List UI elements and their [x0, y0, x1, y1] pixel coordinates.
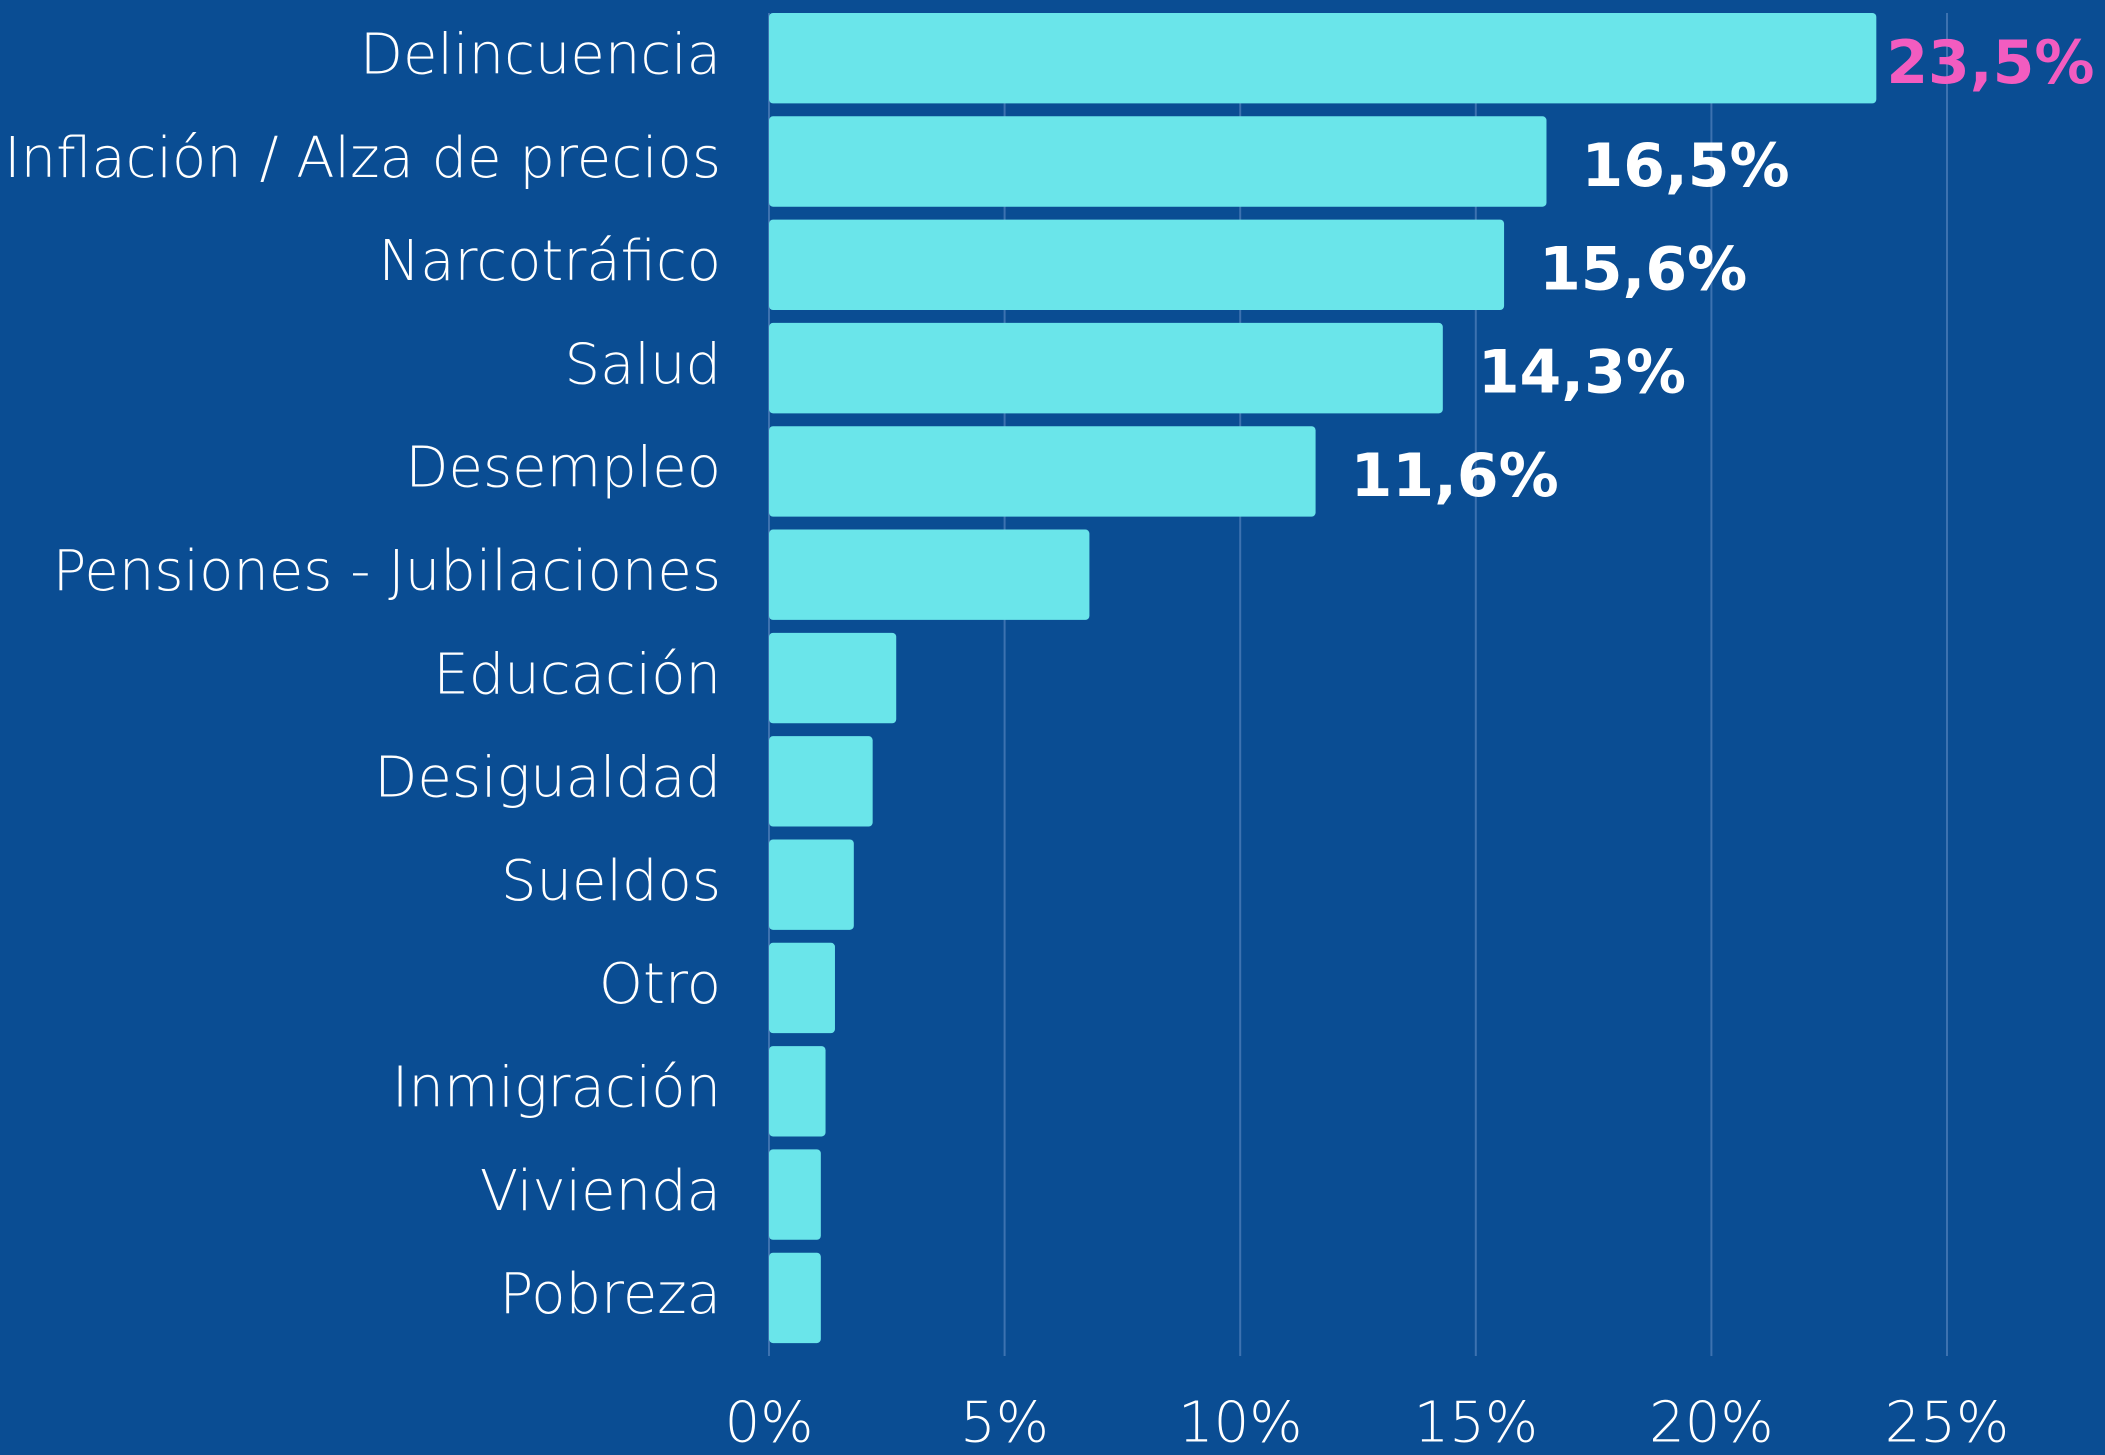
x-tick-label: 15% — [1414, 1390, 1538, 1455]
x-tick-label: 20% — [1649, 1390, 1773, 1455]
bar — [769, 426, 1316, 517]
y-tick-label: Desigualdad — [374, 746, 721, 811]
y-tick-label: Educación — [433, 642, 721, 707]
y-tick-label: Otro — [599, 952, 721, 1017]
value-label: 23,5% — [1886, 28, 2094, 98]
bar — [769, 529, 1090, 620]
bar — [769, 736, 873, 827]
value-label: 11,6% — [1351, 441, 1559, 511]
x-tick-label: 5% — [960, 1390, 1049, 1455]
y-tick-label: Vivienda — [480, 1159, 721, 1224]
bar — [769, 942, 835, 1034]
bar — [769, 116, 1547, 207]
y-tick-label: Desempleo — [405, 436, 721, 501]
bar — [769, 1046, 826, 1137]
y-tick-label: Narcotráfico — [378, 229, 721, 294]
value-label: 14,3% — [1478, 338, 1686, 408]
y-tick-label: Inflación / Alza de precios — [4, 126, 721, 191]
bar — [769, 13, 1877, 104]
bar — [769, 1149, 821, 1240]
y-tick-label: Sueldos — [501, 849, 721, 914]
x-tick-label: 25% — [1885, 1390, 2009, 1455]
value-label: 15,6% — [1539, 234, 1747, 304]
y-tick-label: Salud — [565, 332, 721, 397]
y-tick-label: Pobreza — [499, 1262, 721, 1327]
bar — [769, 839, 854, 930]
x-tick-label: 0% — [725, 1390, 814, 1455]
bar — [769, 1252, 821, 1344]
y-tick-label: Inmigración — [392, 1056, 721, 1121]
x-tick-label: 10% — [1178, 1390, 1302, 1455]
value-label: 16,5% — [1581, 131, 1789, 201]
y-tick-label: Delincuencia — [360, 22, 721, 87]
bar — [769, 219, 1505, 311]
bar — [769, 632, 897, 724]
bar — [769, 322, 1443, 414]
y-tick-label: Pensiones - Jubilaciones — [53, 539, 721, 604]
